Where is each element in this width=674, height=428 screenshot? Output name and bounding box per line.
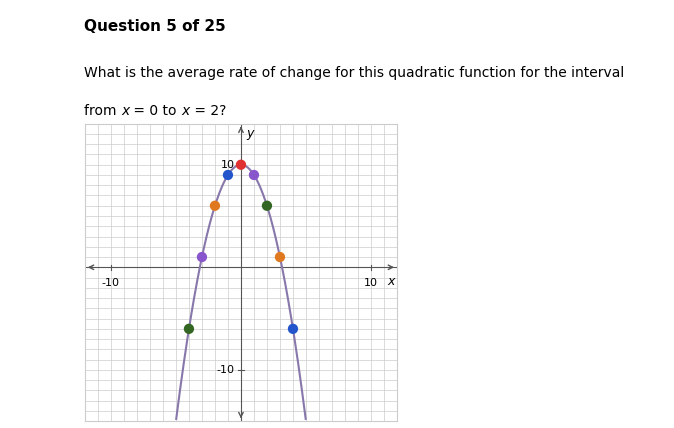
Text: from: from xyxy=(84,104,121,118)
Text: Question 5 of 25: Question 5 of 25 xyxy=(84,19,226,34)
Text: x: x xyxy=(121,104,129,118)
Point xyxy=(262,202,272,209)
Point xyxy=(288,325,299,332)
Text: x: x xyxy=(181,104,189,118)
Point xyxy=(236,161,247,168)
Text: 10: 10 xyxy=(220,160,235,170)
Text: = 0 to: = 0 to xyxy=(129,104,181,118)
Point xyxy=(274,254,285,261)
Text: y: y xyxy=(246,127,253,140)
Point xyxy=(210,202,220,209)
Point xyxy=(197,254,208,261)
Point xyxy=(249,172,259,178)
Text: -10: -10 xyxy=(216,365,235,375)
Text: = 2?: = 2? xyxy=(189,104,226,118)
Point xyxy=(222,172,233,178)
Point xyxy=(183,325,194,332)
Text: What is the average rate of change for this quadratic function for the interval: What is the average rate of change for t… xyxy=(84,66,625,80)
Text: 10: 10 xyxy=(364,277,378,288)
Text: x: x xyxy=(387,276,394,288)
Text: -10: -10 xyxy=(102,277,120,288)
